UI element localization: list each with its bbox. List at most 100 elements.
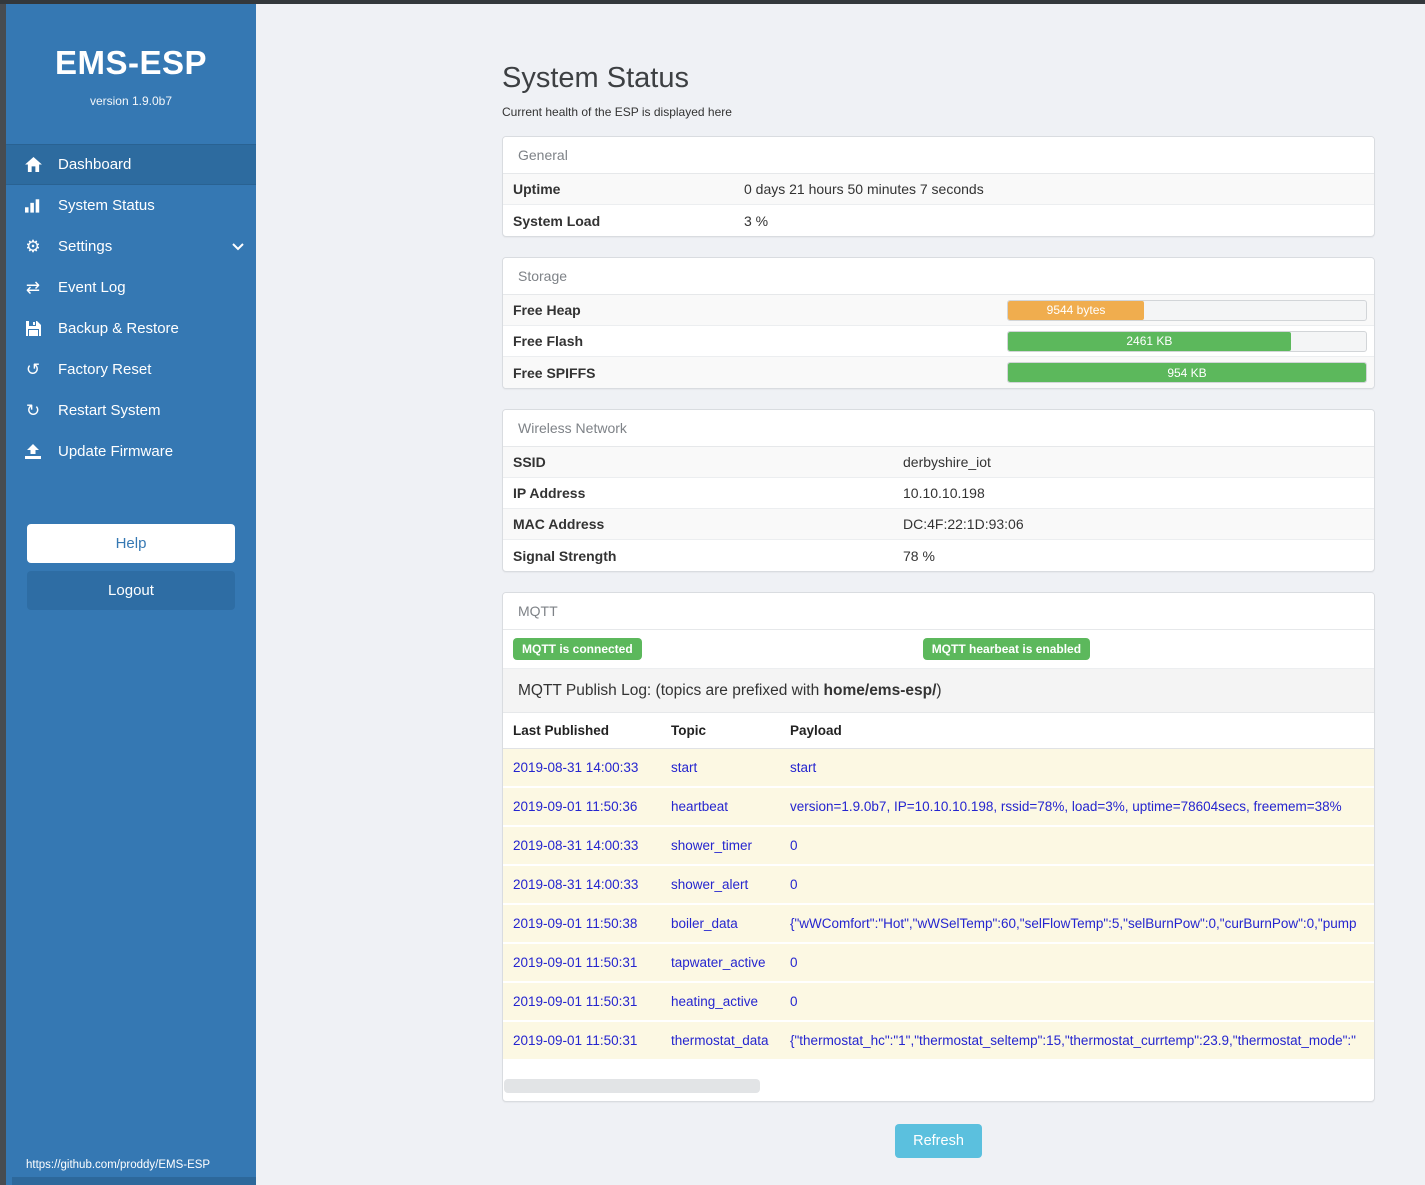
row-label: Uptime [513,181,561,197]
sidebar-item-label: Backup & Restore [58,320,179,337]
log-table-row: 2019-09-01 11:50:36 heartbeat version=1.… [503,788,1374,827]
log-payload: {"wWComfort":"Hot","wWSelTemp":60,"selFl… [790,916,1357,931]
log-table-header: Last Published Topic Payload [503,713,1374,749]
log-table-row: 2019-09-01 11:50:38 boiler_data {"wWComf… [503,905,1374,944]
page-subtitle: Current health of the ESP is displayed h… [502,105,732,119]
log-topic: heartbeat [671,799,729,814]
app-version: version 1.9.0b7 [89,94,173,108]
panel-general-title: General [503,137,1374,174]
logout-button[interactable]: Logout [27,571,235,610]
row-label: Free Heap [513,302,581,318]
mqtt-publish-log-caption: MQTT Publish Log: (topics are prefixed w… [503,669,1374,713]
panel-wireless-title: Wireless Network [503,410,1374,447]
sidebar-item-label: System Status [58,197,155,214]
panel-wireless: Wireless Network SSID derbyshire_iot IP … [502,409,1375,572]
row-label: MAC Address [513,516,605,532]
sidebar-item-dashboard[interactable]: Dashboard [6,144,256,185]
progress-label: 2461 KB [1126,334,1173,348]
table-row: System Load 3 % [503,205,1374,236]
sidebar-item-label: Factory Reset [58,361,152,378]
log-payload: 0 [790,838,798,853]
column-header: Topic [671,723,706,738]
log-timestamp: 2019-09-01 11:50:31 [513,994,638,1009]
page-title: System Status [502,62,689,94]
log-topic: shower_timer [671,838,753,853]
progress-track: 9544 bytes [1007,299,1367,321]
log-table-row: 2019-08-31 14:00:33 shower_alert 0 [503,866,1374,905]
row-label: Free Flash [513,333,584,349]
table-row: Free Flash 2461 KB [503,326,1374,357]
log-timestamp: 2019-08-31 14:00:33 [513,877,639,892]
panel-storage-title: Storage [503,258,1374,295]
bar-chart-icon [21,198,45,213]
sidebar-item-event-log[interactable]: ⇄ Event Log [6,267,256,308]
row-value: DC:4F:22:1D:93:06 [903,516,1024,532]
log-topic: heating_active [671,994,759,1009]
log-payload: 0 [790,955,798,970]
horizontal-scrollbar[interactable] [504,1079,1373,1093]
sidebar-item-label: Dashboard [58,156,132,173]
caption-topic-prefix: home/ems-esp/ [823,682,937,699]
log-table-row: 2019-08-31 14:00:33 shower_timer 0 [503,827,1374,866]
progress-track: 954 KB [1007,362,1367,383]
top-border [0,0,1425,4]
column-header: Last Published [513,723,610,738]
log-table-row: 2019-09-01 11:50:31 tapwater_active 0 [503,944,1374,983]
table-row: SSID derbyshire_iot [503,447,1374,478]
row-label: System Load [513,212,601,229]
log-timestamp: 2019-09-01 11:50:36 [513,799,638,814]
sidebar-nav: Dashboard System Status ⚙ Settings ⇄ Eve… [6,144,256,472]
sidebar-item-system-status[interactable]: System Status [6,185,256,226]
swap-arrows-icon: ⇄ [25,278,41,297]
help-button[interactable]: Help [27,524,235,563]
row-value: 0 days 21 hours 50 minutes 7 seconds [744,181,984,197]
sidebar-item-label: Update Firmware [58,443,174,460]
log-topic: boiler_data [671,916,738,931]
sidebar-item-backup-restore[interactable]: Backup & Restore [6,308,256,349]
sidebar-item-factory-reset[interactable]: ↺ Factory Reset [6,349,256,390]
row-label: IP Address [513,485,586,501]
sidebar-item-restart-system[interactable]: ↻ Restart System [6,390,256,431]
log-timestamp: 2019-09-01 11:50:31 [513,955,638,970]
sidebar-item-label: Restart System [58,402,161,419]
progress-label: 9544 bytes [1046,303,1106,317]
sidebar-item-update-firmware[interactable]: Update Firmware [6,431,256,472]
scrollbar-thumb[interactable] [504,1079,761,1093]
log-timestamp: 2019-09-01 11:50:38 [513,916,638,931]
log-payload: {"thermostat_hc":"1","thermostat_seltemp… [790,1033,1356,1048]
row-value: derbyshire_iot [903,454,991,470]
panel-storage: Storage Free Heap 9544 bytes Free Flash … [502,257,1375,389]
mqtt-connected-badge: MQTT is connected [513,638,642,660]
log-timestamp: 2019-09-01 11:50:31 [513,1033,638,1048]
row-value: 78 % [903,547,935,564]
table-row: Free Heap 9544 bytes [503,295,1374,326]
table-row: Free SPIFFS 954 KB [503,357,1374,388]
log-topic: tapwater_active [671,955,766,970]
caption-text: MQTT Publish Log: (topics are prefixed w… [518,682,824,699]
panel-general: General Uptime 0 days 21 hours 50 minute… [502,136,1375,237]
progress-bar: 9544 bytes [1008,300,1145,320]
panel-mqtt-title: MQTT [503,593,1374,630]
refresh-button[interactable]: Refresh [895,1124,982,1158]
progress-bar: 2461 KB [1008,331,1291,351]
sidebar-item-label: Settings [58,238,113,255]
row-label: SSID [513,454,546,470]
log-topic: thermostat_data [671,1033,769,1048]
chevron-down-icon [232,242,244,251]
gear-icon: ⚙ [25,237,41,256]
main-content: System Status Current health of the ESP … [256,4,1425,1158]
row-value: 10.10.10.198 [903,485,985,501]
log-table-row: 2019-09-01 11:50:31 thermostat_data {"th… [503,1022,1374,1061]
app-title: EMS-ESP [54,44,208,81]
log-payload: 0 [790,994,798,1009]
log-table-row: 2019-08-31 14:00:33 start start [503,749,1374,788]
caption-text: ) [936,682,942,699]
column-header: Payload [790,723,842,738]
mqtt-heartbeat-badge: MQTT hearbeat is enabled [922,638,1091,660]
sidebar-item-label: Event Log [58,279,126,296]
home-icon [21,157,45,172]
github-link[interactable]: https://github.com/proddy/EMS-ESP [26,1159,211,1171]
log-timestamp: 2019-08-31 14:00:33 [513,760,639,775]
log-topic: start [671,760,698,775]
sidebar-item-settings[interactable]: ⚙ Settings [6,226,256,267]
